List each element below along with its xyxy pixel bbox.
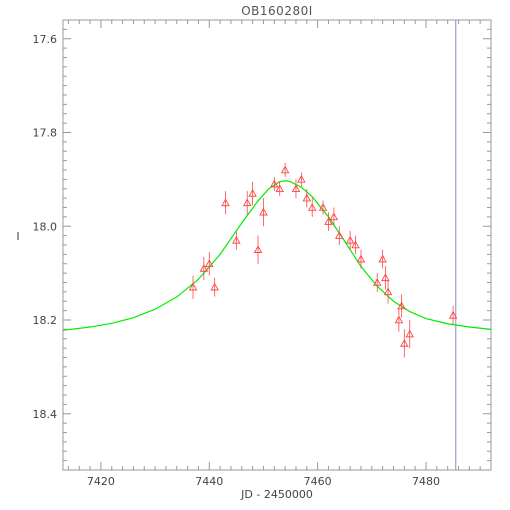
data-point — [302, 193, 312, 202]
data-point — [400, 339, 409, 347]
data-point — [297, 174, 306, 183]
data-point — [291, 184, 301, 193]
data-point — [280, 165, 290, 174]
data-point — [259, 207, 268, 216]
data-point — [383, 287, 393, 296]
data-point — [270, 179, 279, 188]
y-tick-label: 18.0 — [33, 220, 58, 233]
data-point — [345, 235, 355, 244]
data-point — [248, 189, 257, 197]
y-tick-label: 17.8 — [33, 127, 58, 140]
y-axis-label: I — [16, 230, 19, 243]
x-tick-label: 7460 — [304, 475, 332, 488]
data-point — [242, 198, 252, 207]
data-point — [221, 198, 230, 207]
data-point — [378, 254, 387, 263]
data-point — [307, 203, 317, 211]
data-point — [351, 240, 360, 249]
data-point — [253, 245, 263, 253]
data-point — [199, 264, 209, 272]
data-point — [324, 217, 333, 225]
y-tick-label: 18.4 — [33, 408, 58, 421]
x-axis-label: JD - 2450000 — [240, 488, 313, 501]
chart-title: OB160280I — [241, 4, 313, 18]
y-tick-label: 17.6 — [33, 33, 58, 46]
data-point — [448, 310, 458, 319]
data-point — [329, 212, 339, 221]
data-point — [205, 259, 214, 267]
x-tick-label: 7440 — [195, 475, 223, 488]
data-point — [210, 282, 219, 291]
model-curve — [62, 180, 492, 331]
data-point — [394, 315, 404, 324]
x-tick-label: 7420 — [87, 475, 115, 488]
data-point — [356, 254, 366, 263]
data-point — [372, 278, 382, 286]
y-tick-label: 18.2 — [33, 314, 58, 327]
data-point — [232, 235, 241, 244]
data-point — [275, 184, 284, 193]
data-point — [381, 273, 390, 282]
data-point — [405, 329, 414, 338]
data-point — [318, 203, 328, 211]
data-point — [335, 231, 344, 239]
data-point — [397, 301, 406, 310]
x-tick-label: 7480 — [412, 475, 440, 488]
data-point — [188, 282, 198, 291]
